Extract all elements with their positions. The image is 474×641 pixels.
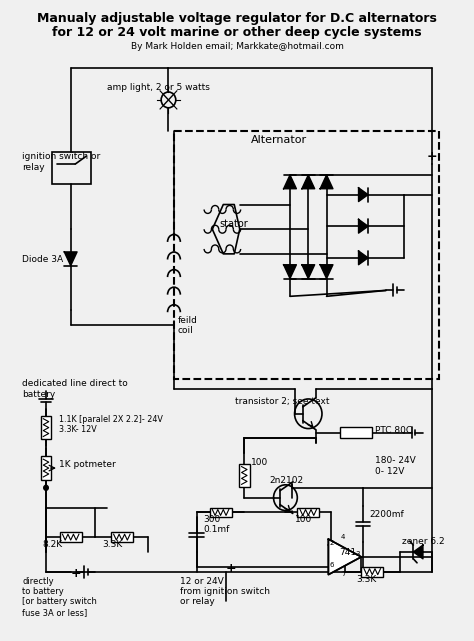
Text: 2: 2 xyxy=(329,540,334,546)
Text: 1K potmeter: 1K potmeter xyxy=(59,460,116,469)
Text: ignition switch or
relay: ignition switch or relay xyxy=(22,152,100,172)
Text: stator: stator xyxy=(219,219,248,229)
Text: +: + xyxy=(226,562,237,575)
Text: transistor 2; see text: transistor 2; see text xyxy=(235,397,330,406)
Text: 6: 6 xyxy=(329,562,334,568)
Text: 3: 3 xyxy=(356,551,360,557)
Polygon shape xyxy=(358,219,368,233)
Polygon shape xyxy=(283,265,296,279)
Text: 1.1K [paralel 2X 2.2]- 24V: 1.1K [paralel 2X 2.2]- 24V xyxy=(59,415,163,424)
Text: 2n2102: 2n2102 xyxy=(269,476,303,485)
Bar xyxy=(340,427,372,438)
Text: dedicated line direct to
battery: dedicated line direct to battery xyxy=(22,379,128,399)
Text: 2200mf: 2200mf xyxy=(370,510,404,519)
Text: 8.2K: 8.2K xyxy=(42,540,63,549)
Bar xyxy=(53,152,91,184)
Polygon shape xyxy=(328,539,361,574)
Text: +: + xyxy=(71,567,82,579)
Text: 100: 100 xyxy=(294,515,312,524)
Text: Diode 3A: Diode 3A xyxy=(22,255,64,264)
Bar xyxy=(111,532,133,542)
Polygon shape xyxy=(64,252,77,266)
Text: directly
to battery
[or battery switch
fuse 3A or less]: directly to battery [or battery switch f… xyxy=(22,577,97,617)
Text: PTC 80C: PTC 80C xyxy=(375,426,412,435)
Text: 7: 7 xyxy=(341,570,346,577)
Bar xyxy=(41,416,52,440)
Text: Manualy adjustable voltage regulator for D.C alternators: Manualy adjustable voltage regulator for… xyxy=(37,12,437,25)
Bar xyxy=(361,567,383,577)
Text: Alternator: Alternator xyxy=(251,135,307,146)
Bar xyxy=(210,508,231,517)
Polygon shape xyxy=(302,265,315,279)
Text: +: + xyxy=(426,150,437,163)
Text: 3.3K- 12V: 3.3K- 12V xyxy=(59,424,97,433)
Text: 4: 4 xyxy=(341,534,346,540)
Polygon shape xyxy=(320,175,333,188)
Circle shape xyxy=(44,485,48,490)
Text: 741: 741 xyxy=(339,549,356,558)
Polygon shape xyxy=(358,188,368,201)
Text: 300: 300 xyxy=(203,515,220,524)
Bar xyxy=(60,532,82,542)
Text: 3.3K: 3.3K xyxy=(357,574,377,584)
Text: feild
coil: feild coil xyxy=(178,316,198,335)
Text: 100: 100 xyxy=(251,458,268,467)
Text: zener 6.2: zener 6.2 xyxy=(402,537,445,546)
Text: 12 or 24V
from ignition switch
or relay: 12 or 24V from ignition switch or relay xyxy=(180,577,270,606)
Polygon shape xyxy=(413,545,423,559)
Text: 3.3K: 3.3K xyxy=(103,540,123,549)
Bar xyxy=(174,131,439,379)
Text: amp light, 2 or 5 watts: amp light, 2 or 5 watts xyxy=(107,83,210,92)
Text: By Mark Holden email; Markkate@hotmail.com: By Mark Holden email; Markkate@hotmail.c… xyxy=(130,42,344,51)
Polygon shape xyxy=(302,175,315,188)
Bar xyxy=(297,508,319,517)
Text: for 12 or 24 volt marine or other deep cycle systems: for 12 or 24 volt marine or other deep c… xyxy=(52,26,422,39)
Bar xyxy=(239,463,250,487)
Polygon shape xyxy=(320,265,333,279)
Text: 0.1mf: 0.1mf xyxy=(203,526,229,535)
Polygon shape xyxy=(358,251,368,265)
Bar xyxy=(41,456,52,480)
Text: 180- 24V
0- 12V: 180- 24V 0- 12V xyxy=(375,456,416,476)
Polygon shape xyxy=(283,175,296,188)
